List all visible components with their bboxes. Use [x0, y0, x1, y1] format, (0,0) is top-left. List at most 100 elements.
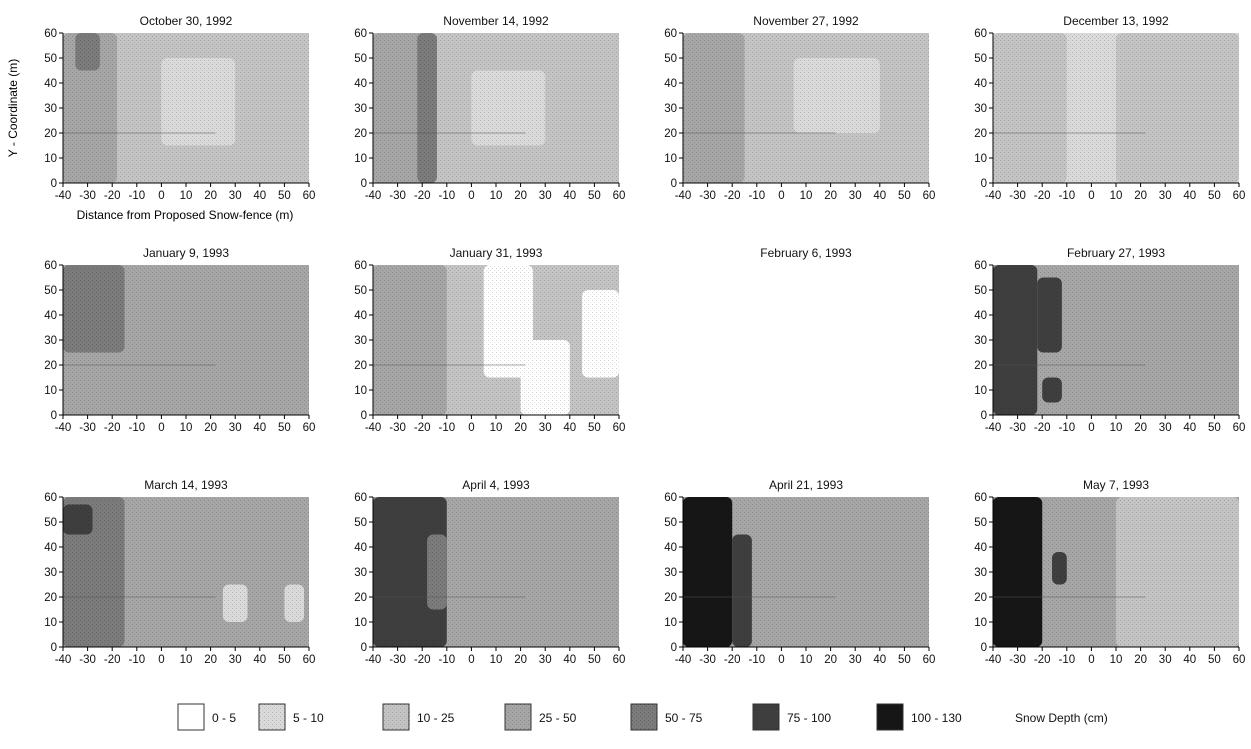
legend-item: 25 - 50 — [504, 703, 577, 731]
y-tick-label: 30 — [664, 567, 677, 579]
y-tick-label: 10 — [974, 153, 987, 165]
x-tick-label: -40 — [985, 422, 1002, 434]
y-tick-label: 50 — [974, 53, 987, 65]
x-tick-label: -20 — [414, 654, 431, 666]
x-tick-label: -20 — [414, 190, 431, 202]
y-tick-label: 60 — [974, 260, 987, 272]
y-tick-label: 0 — [981, 410, 987, 422]
legend-item: 0 - 5 — [177, 703, 236, 731]
legend: 0 - 5 5 - 10 10 - 25 25 - 50 50 - 75 75 - 100… — [177, 703, 1108, 731]
x-tick-label: 50 — [1208, 422, 1221, 434]
x-tick-label: -30 — [1009, 190, 1026, 202]
legend-label: 100 - 130 — [911, 711, 962, 725]
y-tick-label: 20 — [664, 592, 677, 604]
legend-item: 75 - 100 — [752, 703, 831, 731]
x-tick-label: -30 — [699, 654, 716, 666]
y-tick-label: 50 — [44, 53, 57, 65]
panel-texture — [993, 265, 1239, 415]
heatmap-panel: February 27, 1993 0 10 20 30 40 50 60 -40 -30 -20-… — [974, 246, 1245, 434]
y-tick-label: 10 — [354, 385, 367, 397]
x-tick-label: 10 — [800, 190, 813, 202]
panel-title: January 31, 1993 — [450, 246, 543, 260]
x-axis-label: Distance from Proposed Snow-fence (m) — [77, 208, 294, 222]
x-tick-label: -10 — [438, 654, 455, 666]
panel-title: April 4, 1993 — [462, 478, 530, 492]
x-tick-label: 30 — [229, 422, 242, 434]
x-tick-label: 0 — [468, 654, 474, 666]
y-tick-label: 0 — [361, 178, 367, 190]
y-tick-label: 10 — [354, 617, 367, 629]
panel-title: February 27, 1993 — [1067, 246, 1165, 260]
x-tick-label: 10 — [800, 654, 813, 666]
y-tick-label: 20 — [974, 592, 987, 604]
y-tick-label: 40 — [664, 78, 677, 90]
x-tick-label: -10 — [1058, 654, 1075, 666]
x-tick-label: 30 — [1159, 654, 1172, 666]
heatmap-panel: April 21, 1993 0 10 20 30 40 50 60 -40 -30 -20 -10 0… — [664, 478, 935, 666]
panel-title: May 7, 1993 — [1083, 478, 1149, 492]
x-tick-label: 0 — [158, 654, 164, 666]
x-tick-label: 60 — [923, 190, 936, 202]
y-tick-label: 30 — [974, 103, 987, 115]
x-tick-label: 50 — [278, 654, 291, 666]
y-tick-label: 20 — [354, 592, 367, 604]
x-tick-label: -30 — [389, 654, 406, 666]
x-tick-label: 50 — [278, 422, 291, 434]
x-tick-label: -30 — [79, 654, 96, 666]
panel-texture — [63, 497, 309, 647]
x-tick-label: 60 — [613, 190, 626, 202]
legend-title: Snow Depth (cm) — [1015, 711, 1108, 725]
y-tick-label: 60 — [44, 492, 57, 504]
panel-texture — [373, 33, 619, 183]
x-tick-label: 60 — [303, 422, 316, 434]
y-tick-label: 0 — [51, 642, 57, 654]
x-tick-label: 30 — [1159, 190, 1172, 202]
y-tick-label: 10 — [974, 385, 987, 397]
x-tick-label: 30 — [849, 654, 862, 666]
panel-title: April 21, 1993 — [769, 478, 843, 492]
x-tick-label: -10 — [748, 654, 765, 666]
x-tick-label: -10 — [748, 190, 765, 202]
legend-swatch-texture — [877, 704, 903, 730]
x-tick-label: 0 — [158, 422, 164, 434]
y-tick-label: 0 — [361, 410, 367, 422]
x-tick-label: 40 — [563, 190, 576, 202]
x-tick-label: -20 — [104, 422, 121, 434]
heatmap-panel: November 27, 1992 0 10 20 30 40 50 60 -40 -30 -20-… — [664, 14, 935, 202]
x-tick-label: 50 — [588, 654, 601, 666]
x-tick-label: -40 — [675, 190, 692, 202]
x-tick-label: 30 — [849, 190, 862, 202]
panel-grid: October 30, 1992 0 10 20 30 40 50 60 -40 -30 -20 -1… — [44, 14, 1245, 666]
x-tick-label: 20 — [514, 190, 527, 202]
x-tick-label: -40 — [985, 654, 1002, 666]
legend-item: 10 - 25 — [382, 703, 455, 731]
x-tick-label: -30 — [79, 422, 96, 434]
panel-title: November 14, 1992 — [443, 14, 549, 28]
x-tick-label: 10 — [1110, 654, 1123, 666]
x-tick-label: 0 — [468, 422, 474, 434]
x-tick-label: 0 — [1088, 190, 1094, 202]
y-tick-label: 20 — [354, 128, 367, 140]
x-tick-label: -20 — [104, 190, 121, 202]
x-tick-label: -20 — [104, 654, 121, 666]
legend-swatch — [177, 703, 205, 731]
y-tick-label: 40 — [44, 542, 57, 554]
y-tick-label: 30 — [974, 335, 987, 347]
heatmap-panel: January 31, 1993 0 10 20 30 40 50 60 -40 -30 -20 -1… — [354, 246, 625, 434]
y-tick-label: 40 — [44, 310, 57, 322]
x-tick-label: -40 — [55, 190, 72, 202]
x-tick-label: -30 — [389, 422, 406, 434]
panel-texture — [993, 497, 1239, 647]
y-tick-label: 20 — [44, 360, 57, 372]
heatmap-panel: May 7, 1993 0 10 20 30 40 50 60 -40 -30 -20 -10 0 10 2… — [974, 478, 1245, 666]
x-tick-label: -40 — [985, 190, 1002, 202]
y-tick-label: 40 — [44, 78, 57, 90]
y-tick-label: 50 — [354, 285, 367, 297]
panel-texture — [683, 497, 929, 647]
y-tick-label: 50 — [44, 517, 57, 529]
y-tick-label: 60 — [974, 492, 987, 504]
y-tick-label: 0 — [981, 642, 987, 654]
x-tick-label: -20 — [724, 190, 741, 202]
x-tick-label: -40 — [365, 422, 382, 434]
